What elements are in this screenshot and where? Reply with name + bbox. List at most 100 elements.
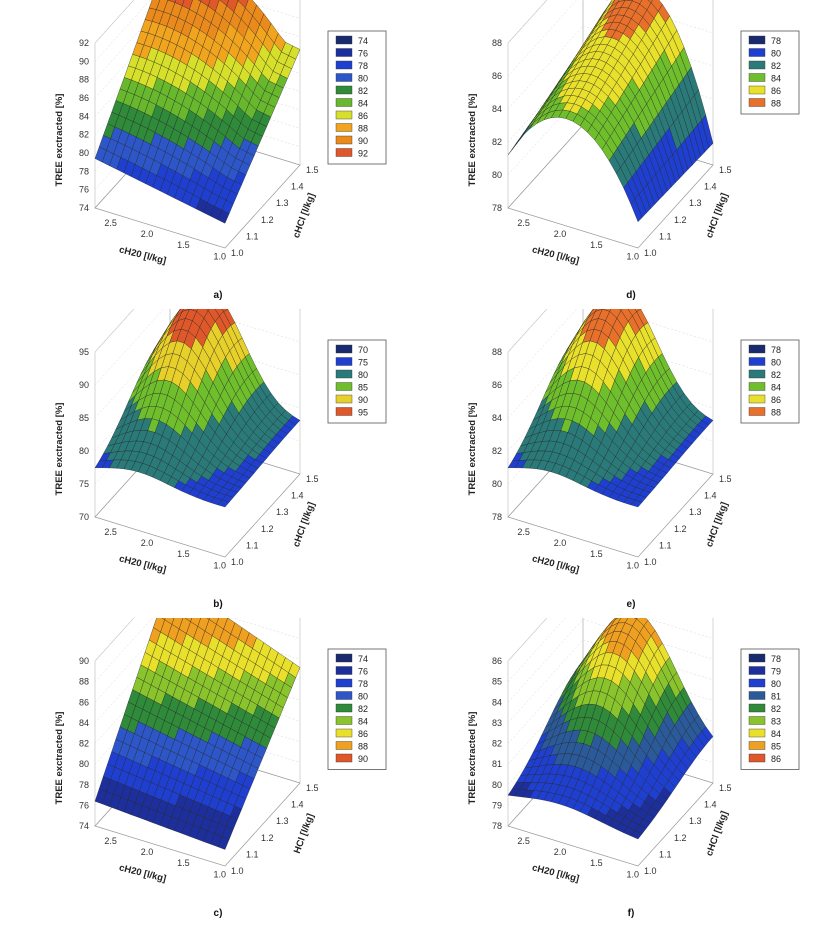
z-tick-label: 74 <box>79 821 89 831</box>
z-tick-label: 80 <box>79 759 89 769</box>
panel-caption: d) <box>626 290 635 301</box>
legend-swatch <box>748 48 766 57</box>
z-tick-label: 75 <box>79 479 89 489</box>
legend-swatch <box>335 48 353 57</box>
legend-swatch <box>335 382 353 391</box>
z-tick-label: 86 <box>79 697 89 707</box>
legend-label: 86 <box>771 395 781 405</box>
legend-swatch <box>335 666 353 675</box>
y-tick-label: 1.2 <box>261 215 274 225</box>
legend-label: 86 <box>358 111 368 121</box>
z-tick-label: 82 <box>492 137 502 147</box>
z-axis-label: TREE exctracted [%] <box>54 403 65 496</box>
grid-line <box>94 618 300 662</box>
legend-label: 84 <box>358 99 368 109</box>
x-tick-label: 1.5 <box>177 858 190 868</box>
y-tick-label: 1.2 <box>674 524 687 534</box>
legend-label: 76 <box>358 49 368 59</box>
legend-swatch <box>748 394 766 404</box>
y-tick-label: 1.3 <box>689 507 702 517</box>
grid-line <box>94 639 301 724</box>
x-axis-label: cH20 [l/kg] <box>531 244 580 266</box>
legend-swatch <box>335 753 353 763</box>
legend-label: 83 <box>771 717 781 727</box>
grid-line <box>507 0 713 44</box>
x-tick-label: 1.0 <box>214 560 227 570</box>
legend-label: 85 <box>771 742 781 752</box>
legend-label: 86 <box>358 729 368 739</box>
x-tick-label: 2.5 <box>517 218 530 228</box>
z-tick-label: 74 <box>79 203 89 213</box>
z-tick-label: 88 <box>79 75 89 85</box>
plot-group: 74 76 78 80 82 84 86 88 90 TREE exctracted [%] 2.5… <box>54 618 387 919</box>
surface-plot-c: 74 76 78 80 82 84 86 88 90 TREE exctracted [%] 2.5… <box>54 618 387 919</box>
legend-label: 82 <box>358 704 368 714</box>
y-tick-label: 1.0 <box>231 866 244 876</box>
x-tick-label: 1.0 <box>627 869 640 879</box>
grid-line <box>507 618 714 703</box>
y-tick-label: 1.3 <box>689 198 702 208</box>
legend-swatch <box>335 741 353 750</box>
x-tick-label: 2.5 <box>517 836 530 846</box>
y-axis-label: cHCl [l/kg] <box>291 192 317 240</box>
legend-swatch <box>335 60 353 70</box>
surface-plot-e: 78 80 82 84 86 88 TREE exctracted [%] 2.5 2.0 1.5… <box>467 309 800 610</box>
surface-plot-f: 78 79 80 81 82 83 84 85 86 TREE exctracted [%] 2.5… <box>467 618 800 919</box>
grid-line <box>94 309 301 386</box>
z-axis-label: TREE exctracted [%] <box>467 94 478 187</box>
z-tick-label: 84 <box>79 111 89 121</box>
grid-line <box>507 309 713 353</box>
legend-swatch <box>335 98 353 107</box>
z-tick-label: 90 <box>79 380 89 390</box>
legend-label: 76 <box>358 667 368 677</box>
y-tick-label: 1.4 <box>291 491 304 501</box>
z-tick-label: 82 <box>492 446 502 456</box>
legend-swatch <box>748 703 766 713</box>
legend-label: 86 <box>771 754 781 764</box>
y-tick-label: 1.1 <box>659 540 672 550</box>
legend-label: 80 <box>771 49 781 59</box>
y-tick-label: 1.2 <box>261 524 274 534</box>
legend-swatch <box>748 85 766 95</box>
grid-line <box>507 58 714 143</box>
legend-label: 75 <box>358 358 368 368</box>
chart-panel-f: 78 79 80 81 82 83 84 85 86 TREE exctracted [%] 2.5… <box>413 618 826 927</box>
y-tick-label: 1.0 <box>644 866 657 876</box>
z-tick-label: 92 <box>79 38 89 48</box>
y-tick-label: 1.2 <box>674 833 687 843</box>
legend-swatch <box>748 753 766 763</box>
legend-swatch <box>748 716 766 725</box>
legend-swatch <box>748 407 766 416</box>
legend-label: 78 <box>771 345 781 355</box>
grid-line <box>507 639 714 724</box>
grid-line <box>94 334 301 419</box>
z-tick-label: 90 <box>79 656 89 666</box>
z-tick-label: 86 <box>492 71 502 81</box>
z-tick-label: 80 <box>492 170 502 180</box>
legend-label: 80 <box>358 74 368 84</box>
x-tick-label: 1.5 <box>177 549 190 559</box>
grid-line <box>94 660 301 744</box>
x-tick-label: 2.5 <box>517 527 530 537</box>
y-tick-label: 1.5 <box>719 474 732 484</box>
legend-label: 90 <box>358 136 368 146</box>
z-tick-label: 80 <box>79 148 89 158</box>
x-tick-label: 2.0 <box>554 229 567 239</box>
y-axis-label: cHCl [l/kg] <box>704 192 730 240</box>
panel-caption: f) <box>628 908 635 919</box>
plot-group: 78 79 80 81 82 83 84 85 86 TREE exctracted [%] 2.5… <box>467 618 800 919</box>
y-tick-label: 1.1 <box>659 849 672 859</box>
y-tick-label: 1.4 <box>704 182 717 192</box>
legend-label: 86 <box>771 86 781 96</box>
x-tick-label: 1.5 <box>590 858 603 868</box>
y-tick-label: 1.4 <box>291 182 304 192</box>
z-tick-label: 84 <box>492 697 502 707</box>
z-axis-label: TREE exctracted [%] <box>467 712 478 805</box>
surface-plot-d: 78 80 82 84 86 88 TREE exctracted [%] 2.5 2.0 1.5… <box>467 0 800 301</box>
y-tick-label: 1.5 <box>719 165 732 175</box>
x-tick-label: 2.5 <box>104 218 117 228</box>
z-tick-label: 80 <box>492 780 502 790</box>
x-axis-label: cH20 [l/kg] <box>118 862 167 884</box>
legend-label: 92 <box>358 149 368 159</box>
panel-caption: c) <box>214 908 223 919</box>
